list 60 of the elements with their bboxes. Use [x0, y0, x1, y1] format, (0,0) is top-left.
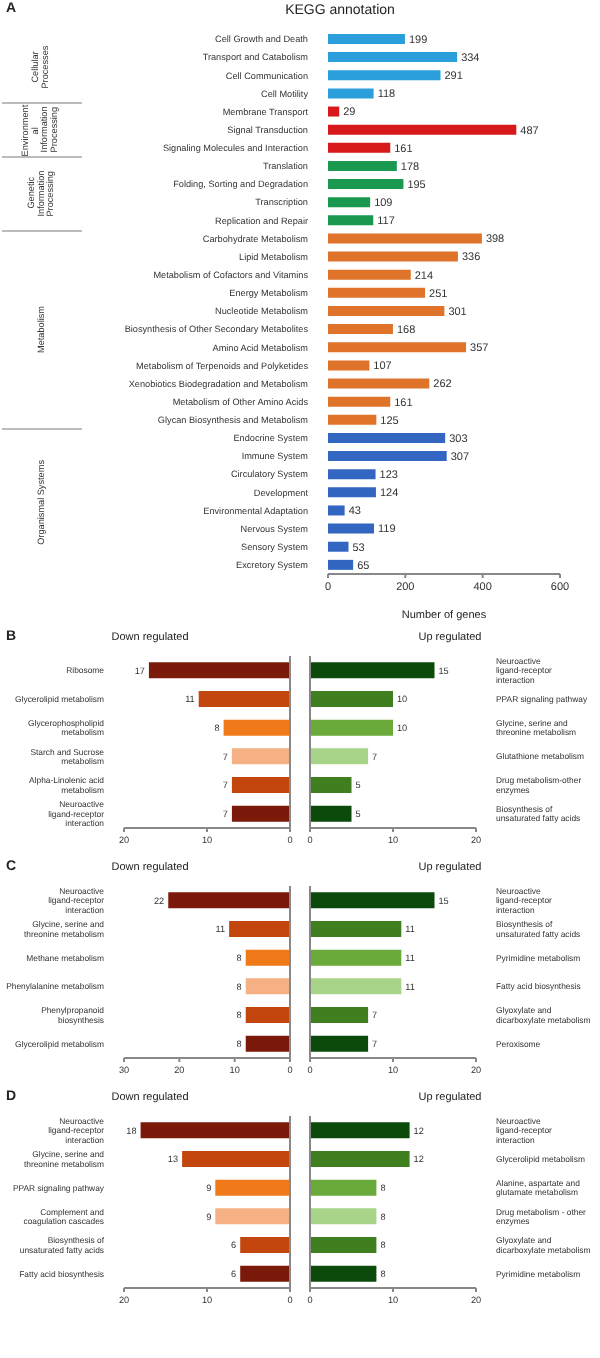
bar [328, 160, 397, 171]
bar [328, 342, 467, 353]
bar [229, 920, 290, 937]
bar [223, 719, 290, 736]
bar [231, 748, 290, 765]
bar [245, 978, 290, 995]
bar [310, 978, 402, 995]
bar [310, 662, 435, 679]
bar [310, 1006, 369, 1023]
bar [231, 805, 290, 822]
bar [310, 805, 352, 822]
bar [328, 324, 393, 335]
bar [328, 414, 377, 425]
bar [198, 690, 290, 707]
bar [231, 776, 290, 793]
bar [310, 776, 352, 793]
bar [328, 88, 374, 99]
bar [328, 287, 426, 298]
bar [328, 360, 370, 371]
bar [245, 1035, 290, 1052]
bar [310, 748, 369, 765]
bar [140, 1122, 290, 1139]
bar [328, 142, 391, 153]
bar [328, 487, 376, 498]
bar [310, 719, 393, 736]
bar [310, 892, 435, 909]
bar [328, 251, 458, 262]
bar [328, 305, 445, 316]
bar [328, 523, 375, 534]
bar [328, 33, 405, 44]
bar [328, 179, 404, 190]
bar [328, 233, 482, 244]
bar [240, 1236, 290, 1253]
bar [245, 949, 290, 966]
bar [328, 541, 349, 552]
bar [148, 662, 290, 679]
bar [310, 920, 402, 937]
bar [328, 559, 354, 570]
bar [328, 215, 374, 226]
bar [215, 1208, 290, 1225]
bar [245, 1006, 290, 1023]
bar [328, 52, 458, 63]
bar [310, 949, 402, 966]
bar [310, 1035, 369, 1052]
bar [240, 1265, 290, 1282]
bar [328, 396, 391, 407]
bar [215, 1179, 290, 1196]
bar [328, 505, 345, 516]
bar [182, 1150, 290, 1167]
bar [328, 451, 447, 462]
bar [328, 469, 376, 480]
bar [328, 70, 441, 81]
bar [328, 269, 411, 280]
bar [328, 124, 517, 135]
bar [328, 432, 446, 443]
bar [328, 106, 340, 117]
bar [168, 892, 290, 909]
bar [328, 378, 430, 389]
bar [328, 197, 371, 208]
bar [310, 690, 393, 707]
